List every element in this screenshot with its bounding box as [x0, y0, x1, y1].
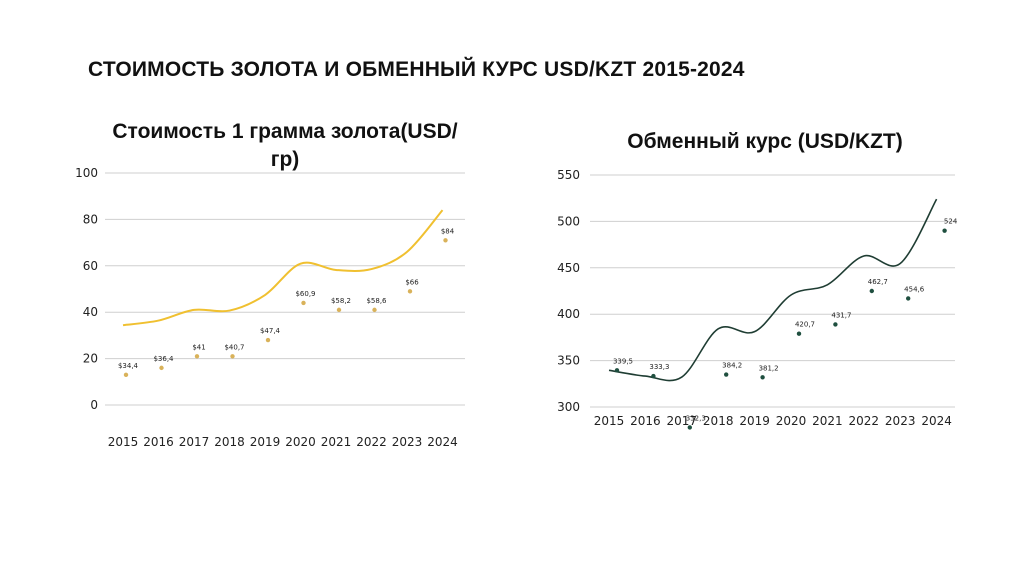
- usd-data-point: [687, 425, 692, 430]
- usd-data-point: [906, 296, 911, 301]
- gold-data-label: $47,4: [260, 327, 281, 335]
- gold-data-point: [336, 307, 342, 313]
- gold-chart-title: Стоимость 1 грамма золота(USD/гр): [112, 120, 458, 171]
- gold-data-point: [194, 354, 200, 359]
- gold-x-tick-label: 2024: [427, 435, 458, 449]
- usd-x-tick-label: 2016: [630, 414, 661, 428]
- gold-data-label: $40,7: [224, 343, 244, 351]
- gold-data-label: $36,4: [153, 355, 174, 363]
- usd-x-tick-label: 2024: [921, 414, 952, 428]
- gold-x-tick-label: 2015: [108, 435, 139, 449]
- gold-x-tick-label: 2020: [285, 435, 316, 449]
- usd-x-tick-label: 2017: [667, 414, 698, 428]
- gold-x-tick-label: 2021: [321, 435, 352, 449]
- gold-series-line: [122, 209, 444, 327]
- usd-x-tick-label: 2019: [739, 414, 770, 428]
- usd-x-tick-label: 2020: [776, 414, 807, 428]
- gold-data-label: $41: [192, 343, 205, 351]
- usd-data-point: [724, 372, 729, 377]
- gold-x-tick-label: 2023: [392, 435, 423, 449]
- usd-data-label: 462,7: [868, 278, 888, 286]
- usd-data-point: [833, 322, 838, 327]
- usd-x-tick-label: 2022: [849, 414, 880, 428]
- usd-y-tick-label: 550: [557, 168, 580, 182]
- gold-data-label: $58,2: [331, 297, 351, 305]
- gold-data-label: $58,6: [366, 297, 387, 305]
- gold-data-point: [372, 307, 377, 313]
- usd-data-label: 339,5: [613, 357, 633, 365]
- usd-series-line: [608, 198, 938, 382]
- gold-data-label: $60,9: [295, 290, 315, 298]
- usd-data-point: [869, 288, 874, 294]
- usd-data-point: [796, 331, 802, 336]
- gold-y-tick-label: 60: [83, 259, 98, 273]
- usd-data-label: 381,2: [759, 364, 779, 372]
- usd-y-tick-label: 500: [557, 214, 580, 228]
- usd-data-label: 524: [944, 218, 958, 226]
- gold-x-tick-label: 2017: [179, 435, 210, 449]
- gold-x-tick-label: 2019: [250, 435, 281, 449]
- gold-x-tick-label: 2016: [143, 435, 174, 449]
- usd-data-point: [614, 368, 620, 373]
- gold-data-label: $66: [405, 278, 419, 286]
- usd-data-label: 384,2: [722, 362, 742, 370]
- gold-data-label: $34,4: [118, 362, 139, 370]
- gold-data-point: [123, 372, 129, 378]
- usd-data-point: [760, 375, 765, 380]
- gold-data-point: [407, 289, 413, 294]
- gold-x-tick-label: 2018: [214, 435, 245, 449]
- usd-data-label: 431,7: [831, 311, 851, 319]
- usd-x-tick-label: 2015: [594, 414, 625, 428]
- usd-x-tick-label: 2018: [703, 414, 734, 428]
- usd-data-label: 454,6: [904, 285, 925, 293]
- usd-chart-title: Обменный курс (USD/KZT): [627, 130, 903, 153]
- usd-data-label: 333,3: [649, 363, 669, 371]
- usd-y-tick-label: 300: [557, 400, 580, 414]
- gold-data-point: [443, 238, 448, 243]
- usd-data-label: 420,7: [795, 321, 815, 329]
- usd-x-tick-label: 2021: [812, 414, 843, 428]
- gold-y-tick-label: 100: [75, 166, 98, 180]
- gold-x-tick-label: 2022: [356, 435, 387, 449]
- usd-y-tick-label: 400: [557, 307, 580, 321]
- usd-y-tick-label: 450: [557, 261, 580, 275]
- usd-x-tick-label: 2023: [885, 414, 916, 428]
- usd-data-point: [651, 373, 656, 379]
- gold-y-tick-label: 0: [90, 398, 98, 412]
- gold-data-point: [230, 354, 235, 359]
- gold-data-point: [159, 365, 164, 371]
- gold-data-label: $84: [441, 227, 455, 235]
- usd-y-tick-label: 350: [557, 354, 580, 368]
- usd-data-label: 332,3: [686, 414, 706, 422]
- gold-data-point: [265, 337, 271, 343]
- usd-data-point: [942, 228, 947, 233]
- page-title: СТОИМОСТЬ ЗОЛОТА И ОБМЕННЫЙ КУРС USD/KZT…: [88, 58, 745, 81]
- gold-data-point: [301, 300, 306, 306]
- gold-y-tick-label: 80: [83, 212, 98, 226]
- gold-y-tick-label: 40: [83, 305, 98, 319]
- gold-y-tick-label: 20: [83, 352, 98, 366]
